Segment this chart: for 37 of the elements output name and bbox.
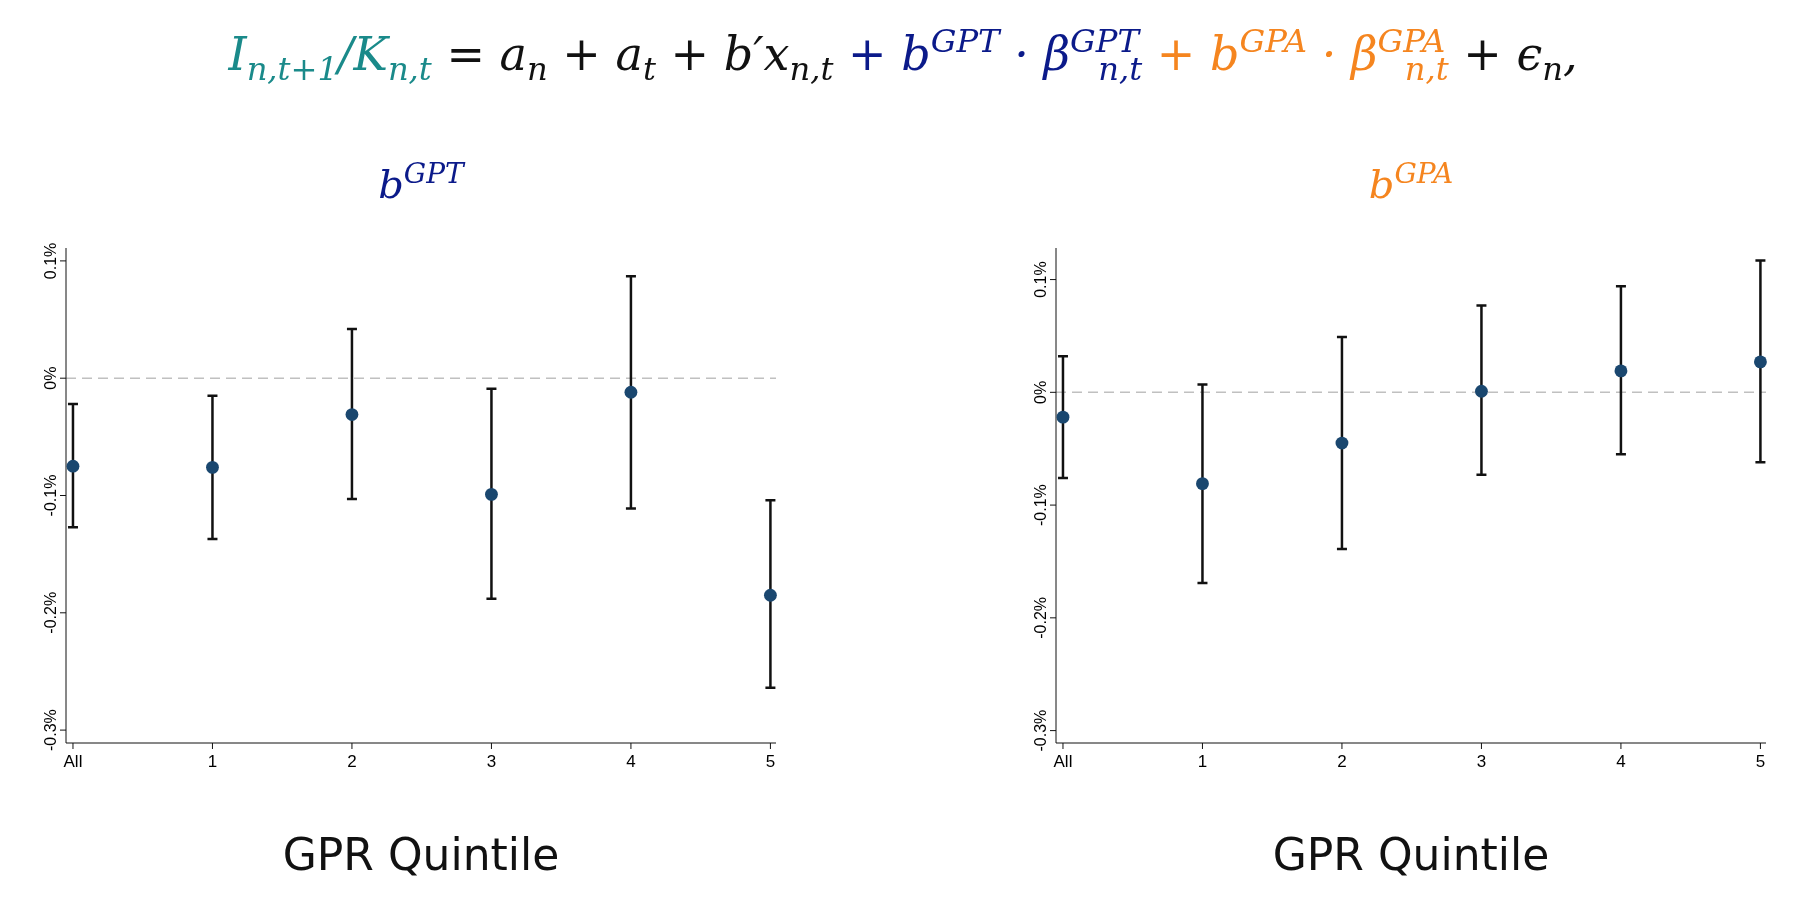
x-axis-title: GPR Quintile	[282, 829, 560, 880]
chart-title: b$^{GPA}$	[1368, 156, 1454, 207]
y-tick-label: -0.2%	[1032, 596, 1049, 639]
y-tick-label: -0.3%	[42, 709, 59, 751]
x-tick-label: All	[1053, 752, 1073, 771]
point	[624, 385, 638, 399]
y-tick-label: -0.1%	[42, 474, 59, 517]
point	[763, 588, 777, 602]
y-tick-label: -0.1%	[1032, 484, 1049, 526]
y-tick-label: 0.1%	[42, 242, 59, 280]
y-tick-label: -0.2%	[42, 591, 59, 634]
y-tick-label: 0%	[1032, 380, 1049, 404]
x-tick-label: 4	[1616, 752, 1626, 771]
x-tick-label: 2	[347, 752, 357, 771]
x-tick-label: 5	[765, 752, 776, 771]
point	[1196, 477, 1209, 491]
point	[206, 460, 219, 474]
point	[1475, 384, 1488, 398]
chart-title: b$^{GPT}$	[378, 156, 467, 207]
y-tick-label: -0.3%	[1032, 709, 1049, 752]
x-tick-label: 3	[486, 752, 497, 771]
x-tick-label: 1	[1197, 752, 1208, 771]
x-tick-label: 2	[1337, 752, 1347, 771]
y-tick-label: 0%	[42, 366, 59, 390]
x-tick-label: 4	[626, 752, 636, 771]
x-tick-label: 5	[1755, 752, 1766, 771]
x-tick-label: All	[63, 752, 83, 771]
point	[485, 487, 498, 501]
x-axis-title: GPR Quintile	[1272, 829, 1550, 880]
x-tick-label: 3	[1476, 752, 1487, 771]
point	[1753, 355, 1767, 369]
point	[1335, 436, 1349, 450]
text: I$_{n,t+1}$/K$_{n,t}$ = a$_{n}$ + a$_{t}$ + b′x$_{n,t}$ + b$^{GPT}$ · β$^{GPT}$$_{n,t}$ + b$^{GPA}$ · β$^{GPA}$$_{n,t}$ + ϵ$_{n}$,	[228, 22, 1578, 88]
x-tick-label: 1	[207, 752, 218, 771]
y-tick-label: 0.1%	[1032, 261, 1049, 298]
point	[345, 408, 359, 421]
point	[1614, 364, 1628, 378]
